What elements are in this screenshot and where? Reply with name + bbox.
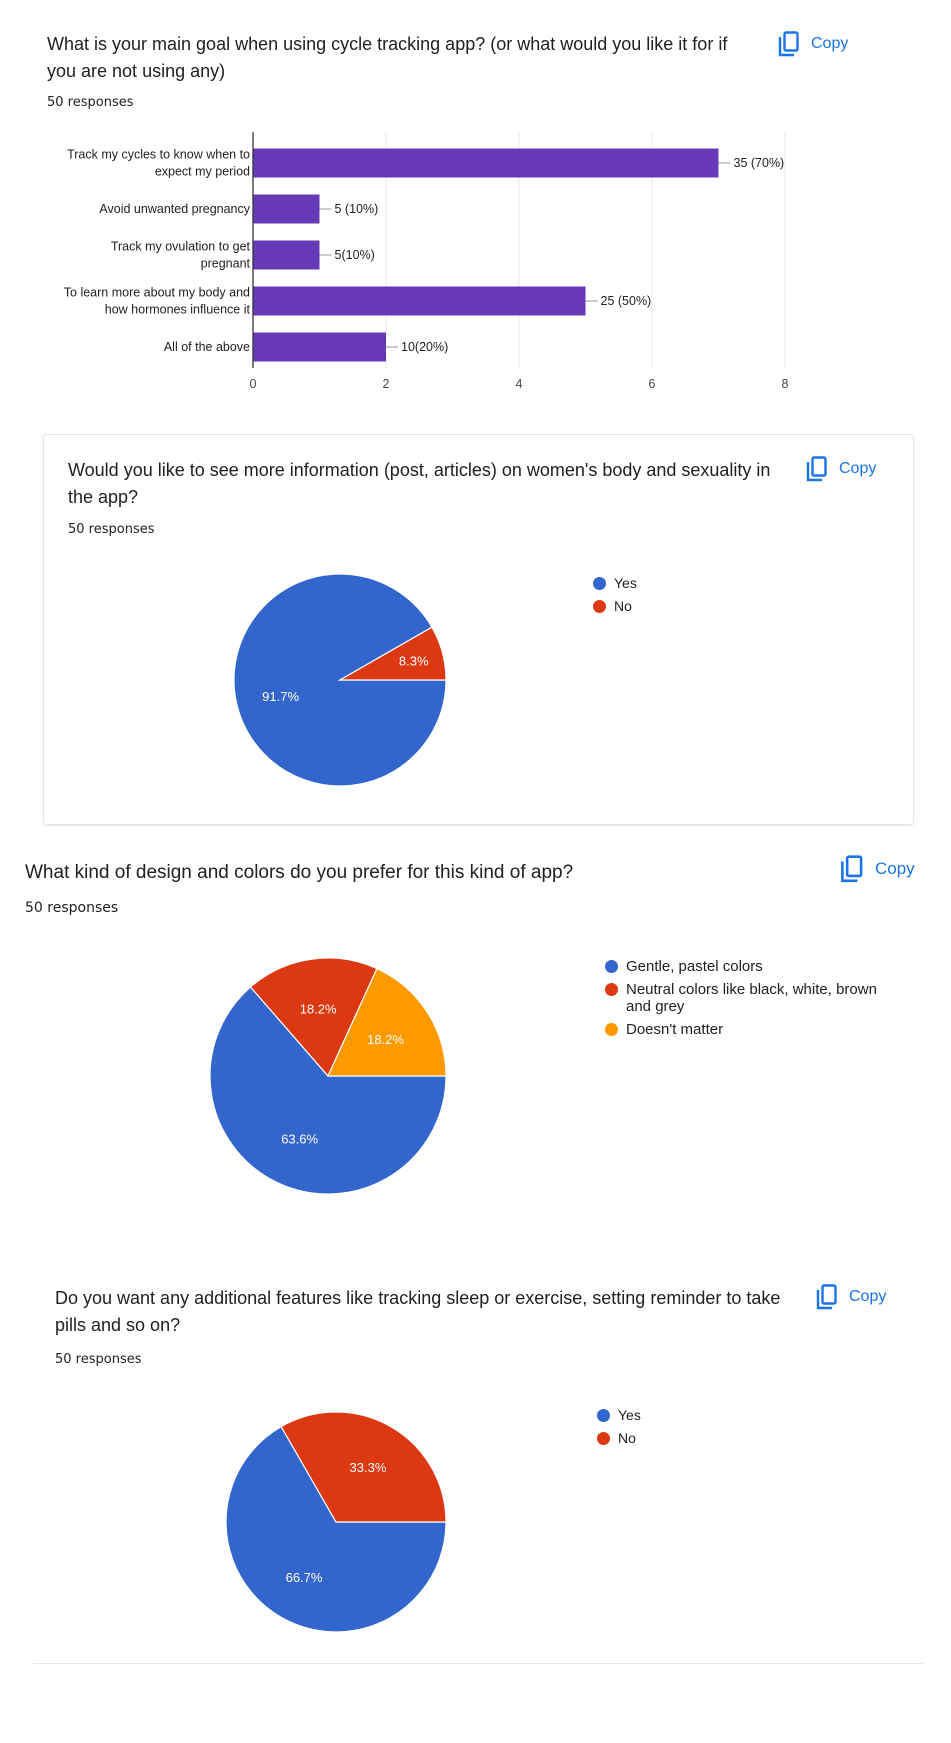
x-tick-label: 8 <box>782 377 789 391</box>
slice-label: 63.6% <box>281 1131 318 1146</box>
pie-chart: 66.7% 33.3% <box>225 1411 447 1633</box>
bar <box>253 240 320 270</box>
legend-swatch <box>597 1432 610 1445</box>
legend-item: No <box>593 598 637 615</box>
legend-label: Yes <box>614 575 637 591</box>
question-card <box>43 434 914 825</box>
pie-slice <box>249 957 378 1078</box>
slice-label: 66.7% <box>286 1570 323 1585</box>
pie-chart: 91.7% 8.3% <box>233 573 447 787</box>
data-label: 5 (10%) <box>335 202 379 216</box>
copy-button[interactable]: Copy <box>805 455 876 483</box>
copy-icon <box>806 456 827 482</box>
x-tick-label: 6 <box>649 377 656 391</box>
question-title: Do you want any additional features like… <box>55 1288 781 1335</box>
legend-swatch <box>605 1023 618 1036</box>
legend-label: Yes <box>618 1407 641 1423</box>
response-count: 50 responses <box>68 522 155 537</box>
pie-slice <box>225 1425 447 1633</box>
legend-label: No <box>614 598 632 614</box>
category-label: expect my period <box>155 165 250 179</box>
question-title: Would you like to see more information (… <box>68 460 771 507</box>
legend-item: Yes <box>593 575 637 592</box>
copy-button[interactable]: Copy <box>815 1283 886 1311</box>
legend-swatch <box>605 983 618 996</box>
category-label: Avoid unwanted pregnancy <box>99 202 250 216</box>
question-title: What is your main goal when using cycle … <box>47 34 728 81</box>
legend-item: Gentle, pastel colors <box>605 958 905 975</box>
legend-swatch <box>597 1409 610 1422</box>
category-label: To learn more about my body and <box>64 286 250 300</box>
pie-chart: 63.6% 18.2% 18.2% <box>209 957 447 1195</box>
pie-slice <box>337 626 447 681</box>
bar <box>253 332 386 362</box>
legend-item: Yes <box>597 1407 641 1424</box>
bar-chart: 0 2 4 6 8 Track my cycles to know when to expe… <box>64 132 789 391</box>
copy-label: Copy <box>811 35 849 52</box>
x-tick-label: 0 <box>250 377 257 391</box>
bar <box>253 194 320 224</box>
legend-label: Doesn't matter <box>626 1021 724 1038</box>
legend-swatch <box>593 600 606 613</box>
category-label: Track my ovulation to get <box>111 240 251 254</box>
chart-legend: Yes No <box>593 575 637 621</box>
category-label: All of the above <box>164 340 250 354</box>
data-label: 35 (70%) <box>734 156 785 170</box>
legend-item: Neutral colors like black, white, brown … <box>605 981 905 1015</box>
category-label: Track my cycles to know when to <box>67 148 250 162</box>
slice-label: 18.2% <box>367 1032 404 1047</box>
copy-icon <box>816 1284 837 1310</box>
slice-label: 33.3% <box>350 1460 387 1475</box>
data-label: 10(20%) <box>401 340 448 354</box>
question-title: What kind of design and colors do you pr… <box>25 862 574 883</box>
pie-slice <box>280 1411 447 1523</box>
copy-label: Copy <box>875 859 915 878</box>
legend-label: Gentle, pastel colors <box>626 958 763 975</box>
section-divider <box>33 1663 923 1664</box>
chart-legend: Gentle, pastel colors Neutral colors like… <box>605 958 905 1044</box>
slice-label: 18.2% <box>300 1001 337 1016</box>
slice-label: 91.7% <box>262 689 299 704</box>
copy-label: Copy <box>839 460 877 477</box>
pie-slice <box>327 967 447 1077</box>
legend-item: No <box>597 1430 641 1447</box>
category-label: how hormones influence it <box>105 303 251 317</box>
legend-label: No <box>618 1430 636 1446</box>
slice-label: 8.3% <box>399 653 429 668</box>
chart-legend: Yes No <box>597 1407 641 1453</box>
copy-button[interactable]: Copy <box>839 854 915 884</box>
pie-slice <box>209 986 447 1195</box>
copy-icon <box>841 855 863 883</box>
legend-label: Neutral colors like black, white, brown … <box>626 981 877 1015</box>
data-label: 25 (50%) <box>601 294 652 308</box>
response-count: 50 responses <box>25 900 119 916</box>
copy-button[interactable]: Copy <box>777 30 848 58</box>
bar <box>253 148 719 178</box>
category-label: pregnant <box>201 257 251 271</box>
x-tick-label: 2 <box>383 377 390 391</box>
bar <box>253 286 586 316</box>
copy-icon <box>778 31 799 57</box>
copy-label: Copy <box>849 1288 887 1305</box>
data-label: 5(10%) <box>335 248 375 262</box>
response-count: 50 responses <box>55 1352 142 1367</box>
legend-swatch <box>593 577 606 590</box>
response-count: 50 responses <box>47 95 134 110</box>
x-tick-label: 4 <box>516 377 523 391</box>
legend-swatch <box>605 960 618 973</box>
legend-item: Doesn't matter <box>605 1021 905 1038</box>
